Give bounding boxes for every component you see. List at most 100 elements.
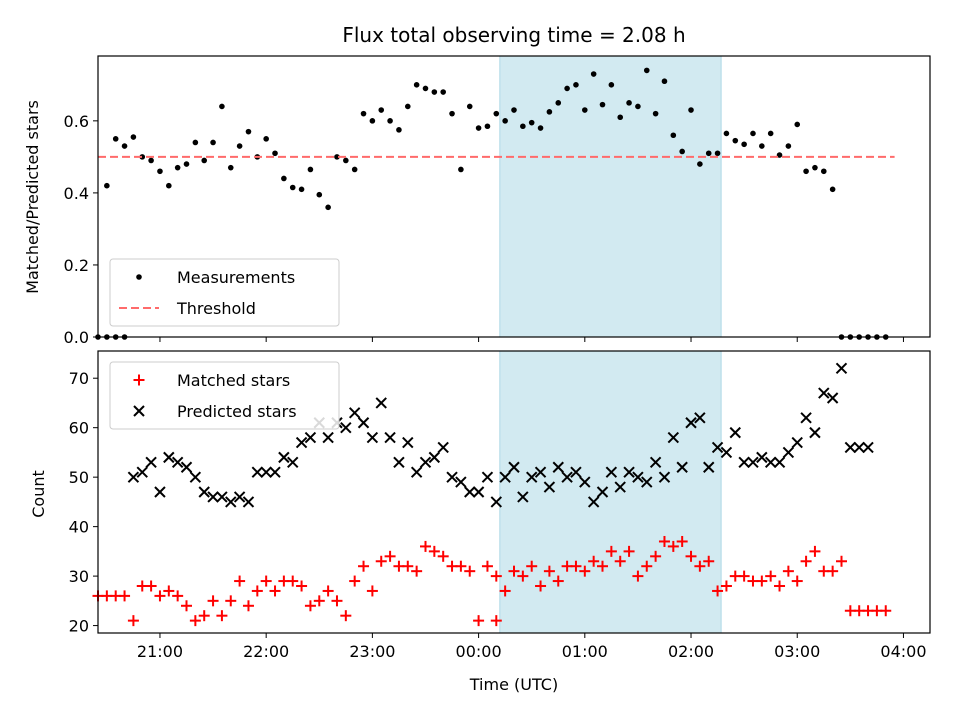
predicted-star-point: [525, 471, 538, 483]
measurement-point: [157, 168, 163, 175]
measurement-point: [351, 166, 358, 173]
predicted-star-point: [800, 412, 812, 424]
measurement-point: [210, 139, 216, 146]
y-tick-label: 50: [69, 468, 89, 487]
matched-star-point: [464, 565, 476, 577]
predicted-star-point: [711, 441, 724, 454]
measurement-point: [201, 157, 208, 164]
x-tick-label: 00:00: [456, 642, 502, 661]
matched-star-point: [127, 615, 139, 627]
measurement-point: [484, 123, 491, 130]
predicted-star-point: [720, 446, 733, 459]
matched-star-point: [623, 545, 635, 557]
measurement-point: [812, 164, 818, 171]
predicted-star-point: [163, 451, 175, 464]
measurement-point: [820, 168, 827, 175]
measurement-point: [360, 110, 367, 117]
matched-star-point: [641, 560, 653, 572]
matched-star-point: [358, 560, 370, 572]
measurement-point: [493, 110, 500, 117]
predicted-star-point: [322, 431, 334, 444]
predicted-star-point: [464, 486, 476, 498]
y-tick-label: 20: [69, 617, 89, 636]
bottom-ylabel: Count: [29, 470, 48, 518]
matched-star-point: [791, 575, 803, 587]
predicted-star-point: [260, 466, 272, 478]
predicted-star-point: [348, 407, 361, 419]
measurement-point: [307, 166, 314, 173]
measurement-point: [564, 85, 570, 92]
measurement-point: [139, 154, 146, 160]
matched-star-point: [650, 550, 662, 562]
predicted-star-point: [419, 456, 432, 469]
measurement-point: [537, 125, 544, 131]
measurement-point: [334, 154, 340, 160]
matched-star-point: [676, 535, 688, 547]
matched-star-point: [774, 580, 786, 592]
predicted-star-point: [694, 412, 706, 424]
y-tick-label: 0.0: [64, 328, 89, 347]
matched-star-point: [402, 560, 414, 572]
measurement-point: [112, 136, 119, 142]
measurement-point: [776, 152, 783, 158]
measurement-point: [387, 118, 393, 124]
predicted-star-point: [393, 456, 405, 469]
matched-star-point: [163, 585, 175, 597]
matched-star-point: [322, 585, 334, 597]
legend-label: Matched stars: [177, 371, 290, 390]
matched-star-point: [481, 560, 493, 572]
measurement-point: [396, 127, 402, 133]
matched-star-point: [207, 595, 219, 607]
legend-matched-marker: [133, 374, 145, 386]
predicted-star-point: [251, 466, 264, 478]
matched-star-point: [437, 550, 449, 562]
measurement-point: [511, 107, 517, 113]
predicted-star-point: [472, 486, 485, 498]
measurement-point: [219, 103, 225, 110]
observing-window-band: [499, 55, 722, 338]
measurement-point: [245, 128, 252, 135]
y-tick-label: 70: [69, 369, 89, 388]
matched-star-point: [517, 570, 529, 582]
bottom-panel: 20 30 40 50 60 70 21:00 22:00 23:00 00:00 01:00 02:…: [69, 350, 931, 661]
legend-label: Measurements: [177, 268, 295, 287]
matched-star-point: [543, 565, 555, 577]
predicted-star-point: [490, 496, 503, 508]
matched-star-point: [809, 545, 821, 557]
measurement-point: [635, 103, 641, 110]
predicted-star-point: [295, 436, 308, 449]
x-tick-label: 21:00: [137, 642, 183, 661]
matched-star-point: [234, 575, 246, 587]
predicted-star-point: [136, 466, 148, 478]
matched-star-point: [296, 580, 308, 592]
matched-star-point: [703, 555, 715, 567]
measurement-point: [829, 186, 836, 193]
top-panel: 0.0 0.2 0.4 0.6 Measurements Threshold: [64, 55, 931, 347]
predicted-star-point: [623, 466, 635, 478]
measurement-point: [767, 130, 774, 137]
matched-star-point: [632, 570, 644, 582]
matched-star-point: [526, 560, 538, 572]
y-tick-label: 40: [69, 518, 89, 537]
predicted-star-point: [756, 451, 768, 464]
predicted-star-point: [216, 491, 228, 503]
matched-star-point: [384, 550, 396, 562]
predicted-star-point: [570, 466, 582, 478]
measurement-point: [174, 164, 181, 171]
x-tick-label: 23:00: [349, 642, 395, 661]
matched-star-point: [154, 590, 166, 602]
predicted-star-point: [809, 426, 821, 439]
measurement-point: [449, 110, 455, 117]
matched-star-point: [605, 545, 617, 557]
measurement-point: [369, 118, 376, 124]
measurement-point: [617, 114, 624, 121]
legend-label: Threshold: [176, 299, 256, 318]
measurement-point: [794, 121, 801, 128]
matched-star-point: [216, 610, 228, 622]
matched-star-point: [658, 535, 670, 547]
measurement-point: [422, 85, 429, 92]
measurement-point: [741, 141, 747, 148]
predicted-star-point: [552, 461, 564, 473]
predicted-star-point: [437, 441, 449, 454]
predicted-star-point: [853, 441, 865, 454]
